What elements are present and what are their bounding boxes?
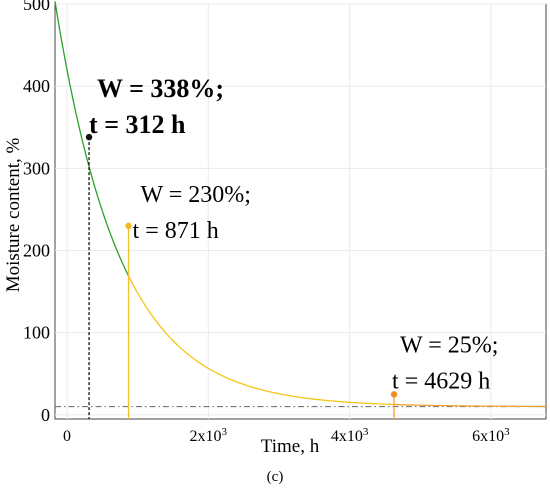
- point-label-t: t = 4629 h: [392, 368, 490, 394]
- drop-lines-group: [88, 137, 395, 419]
- y-tick-label: 400: [23, 76, 50, 96]
- x-tick-label: 6x103: [472, 426, 510, 445]
- x-tick-label: 4x103: [331, 426, 369, 445]
- annotations-group: W = 338%; t = 312 h W = 230%; t = 871 h W = …: [89, 74, 498, 394]
- y-axis-title: Moisture content, %: [3, 138, 24, 293]
- point-label-t: t = 871 h: [133, 218, 219, 244]
- y-tick-label: 0: [41, 405, 50, 425]
- y-tick-label: 100: [23, 323, 50, 343]
- point-label-w: W = 338%;: [97, 74, 224, 103]
- curve-segment-middle: [127, 275, 395, 406]
- y-tick-label: 500: [23, 0, 50, 14]
- y-tick-labels: 0 100 200 300 400 500: [23, 0, 50, 425]
- grid-lines: [55, 3, 546, 419]
- point-label-w: W = 230%;: [141, 182, 251, 208]
- point-label-w: W = 25%;: [400, 332, 498, 358]
- data-point: [390, 391, 398, 398]
- x-tick-label: 0: [63, 428, 71, 445]
- y-tick-label: 300: [23, 158, 50, 178]
- x-axis-title: Time, h: [261, 436, 320, 457]
- curve-group: [54, 1, 546, 408]
- points-group: [85, 133, 398, 398]
- plot-panel: [54, 3, 547, 420]
- x-tick-label: 2x103: [190, 426, 228, 445]
- x-tick-labels: 0 2x103 4x103 6x103: [63, 426, 510, 445]
- curve-segment-late: [394, 403, 546, 408]
- panel-label: (c): [267, 469, 284, 485]
- curve-segment-initial: [54, 1, 130, 277]
- data-point: [125, 222, 132, 230]
- point-label-t: t = 312 h: [89, 110, 186, 139]
- y-tick-label: 200: [23, 241, 50, 261]
- data-point: [85, 133, 93, 141]
